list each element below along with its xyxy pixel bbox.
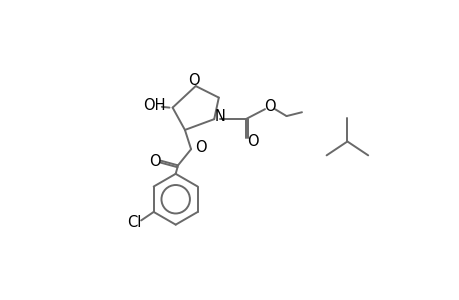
Text: O: O [246, 134, 258, 149]
Text: O: O [188, 73, 200, 88]
Text: Cl: Cl [127, 215, 141, 230]
Text: O: O [149, 154, 160, 169]
Text: O: O [264, 99, 275, 114]
Text: N: N [214, 109, 224, 124]
Text: OH: OH [143, 98, 165, 113]
Text: O: O [195, 140, 207, 155]
